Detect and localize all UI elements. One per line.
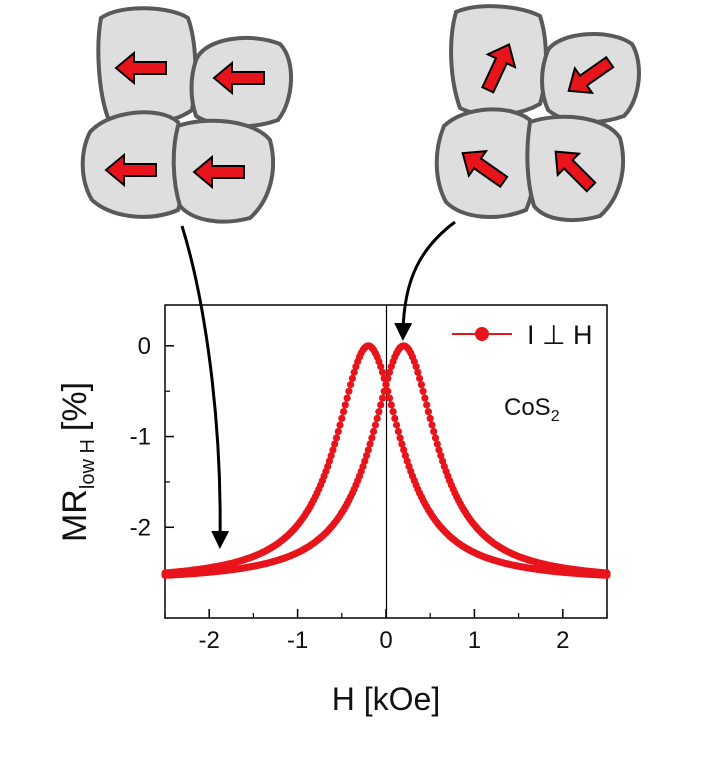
data-point [338,414,346,422]
data-point [433,440,441,448]
data-point [336,421,344,429]
data-point [421,394,429,402]
data-point [417,381,425,389]
x-tick-label: -2 [199,627,220,654]
data-point [424,408,432,416]
data-point [431,434,440,442]
y-axis-title-unit: [%] [56,382,94,431]
data-point [437,452,445,460]
data-point [387,401,395,409]
data-point [423,401,431,409]
svg-text:MRlow H[%]: MRlow H [%] [56,382,99,542]
magnetic-moment-arrow-down-left [567,55,615,95]
data-point [331,440,339,448]
y-axis-title: MRlow H [%] [56,382,99,542]
data-points [161,342,611,579]
data-point [377,401,385,409]
data-point [332,434,341,442]
data-point [400,446,408,454]
data-point [343,394,351,402]
magnetic-moment-arrow-left [104,152,157,188]
pointer-arrow-to-peak [394,220,456,341]
data-point [325,457,333,465]
data-point [414,368,422,376]
data-point [389,408,397,416]
x-tick-label: 2 [556,627,569,654]
data-point [345,387,353,395]
data-point [327,452,335,460]
data-point [391,414,399,422]
data-point [364,446,372,454]
y-ticks: 0 -1 -2 [130,333,174,574]
data-point [426,414,434,422]
data-point [347,381,355,389]
data-point [393,421,401,429]
magnetic-moment-arrow-left [212,60,265,96]
x-tick-label: 0 [379,627,392,654]
data-point [329,446,337,454]
x-tick-label: -1 [287,627,308,654]
data-point [377,363,385,371]
data-point [430,427,438,436]
x-ticks: -2 -1 0 1 2 [164,609,608,654]
y-tick-label: 0 [138,333,151,360]
x-axis-title: H [kOe] [332,681,440,717]
y-axis-title-main: MR [56,489,94,542]
data-point [350,368,358,376]
magnetic-moment-arrow-up-right [481,43,517,94]
data-point [384,374,392,382]
data-point [371,421,379,429]
data-point [378,368,387,376]
data-point [385,394,394,402]
magnetic-moment-arrow-left [114,50,167,86]
data-point [341,401,349,409]
data-point [416,374,424,382]
y-axis-title-subscript: low H [77,439,99,489]
legend-label: I ⊥ H [527,320,593,350]
data-point [394,427,402,436]
data-point [435,446,443,454]
data-point [334,427,342,436]
data-point [378,394,387,402]
x-tick-label: 1 [468,627,481,654]
data-point [385,368,394,376]
data-point [419,387,427,395]
data-point [363,452,371,460]
data-point [368,434,376,442]
data-point [373,414,381,422]
legend: I ⊥ H [452,320,593,350]
data-point [603,569,611,577]
material-subscript: 2 [551,408,560,425]
material-name: CoS [504,394,551,421]
grain-cluster-random [434,4,641,223]
data-point [361,457,369,465]
pointer-arrow-to-low-field [180,225,230,549]
data-point [401,452,409,460]
data-point [412,363,420,371]
plot-area: -2 -1 0 1 2 0-1-2 I ⊥ H CoS2 H [kOe] MRlow H… [56,304,611,717]
magnetic-moment-arrow-left [192,154,245,190]
y-tick-label: -2 [130,514,151,541]
legend-marker [475,327,489,341]
data-point [382,381,390,389]
data-point [340,408,348,416]
data-point [348,374,356,382]
magnetic-moment-arrow-up-left [461,149,509,189]
data-point [380,387,388,395]
data-point [428,421,436,429]
magnetic-moment-arrow-up-left [554,150,597,193]
material-annotation: CoS2 [504,394,560,425]
grain-cluster-aligned [80,6,293,224]
data-point [375,408,383,416]
y-tick-label: -1 [130,424,151,451]
data-point [396,434,404,442]
data-point [370,427,378,436]
data-point [398,440,406,448]
data-point [366,440,374,448]
